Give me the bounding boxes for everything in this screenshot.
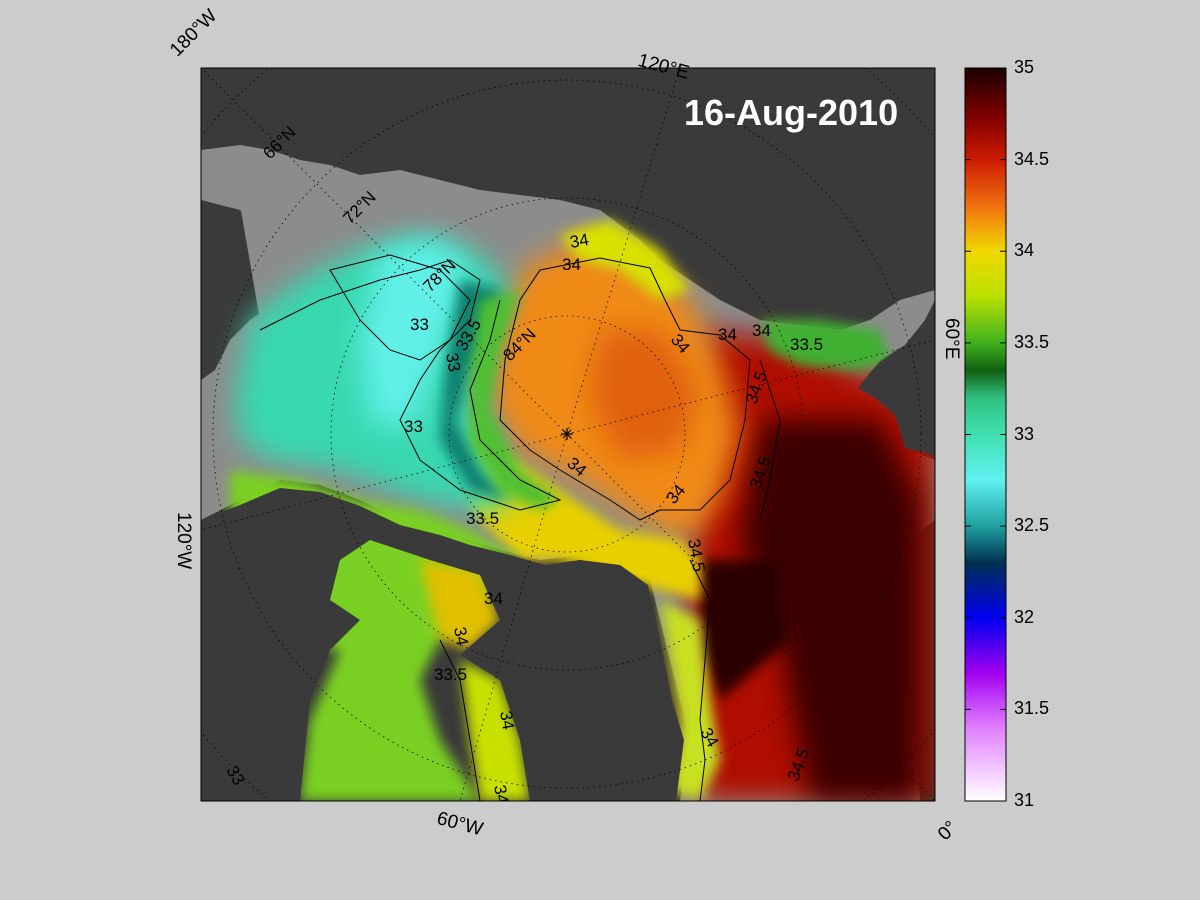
colorbar-tick-label: 32 [1014, 606, 1035, 627]
contour-label-c34-low2: 34 [450, 625, 472, 647]
contour-label-c34-low1: 34 [484, 589, 503, 608]
colorbar-gradient [964, 67, 1007, 802]
contour-label-c34-right2: 34 [718, 325, 737, 344]
contour-label-c34-low3: 34 [496, 709, 518, 731]
contour-label-c34-low5: 34 [490, 783, 512, 805]
map-title: 16-Aug-2010 [684, 92, 899, 133]
colorbar-tick-label: 31 [1014, 790, 1035, 810]
contour-label-c34-top2: 34 [562, 255, 581, 274]
salinity-field [201, 220, 935, 801]
lon-label-120w: 120°W [173, 512, 194, 570]
colorbar-tick-label: 32.5 [1014, 515, 1050, 536]
contour-label-c33-b: 33 [442, 351, 464, 373]
shelf [240, 205, 760, 340]
colorbar-tick-label: 34 [1014, 240, 1035, 261]
colorbar [964, 67, 1007, 802]
contour-label-c33-a: 33 [410, 315, 429, 334]
colorbar-tick-label: 34.5 [1014, 148, 1050, 169]
colorbar-tick-label: 31.5 [1014, 698, 1050, 719]
contour-label-c335-right: 33.5 [790, 335, 823, 354]
contour-label-c335-mid: 33.5 [466, 509, 499, 528]
contour-lines [259, 254, 781, 801]
north-pole-marker [561, 428, 573, 440]
lon-label-60e: 60°E [941, 318, 962, 360]
contour-label-c33-c: 33 [404, 417, 423, 436]
contour-label-c335-low: 33.5 [434, 665, 467, 684]
contour-label-c34-right3: 34 [752, 321, 771, 340]
colorbar-tick-label: 35 [1014, 57, 1035, 77]
contour-label-c34-top: 34 [568, 230, 590, 252]
colorbar-tick-label: 33 [1014, 423, 1035, 444]
colorbar-tick-marks [965, 67, 1006, 802]
map-frame [200, 67, 936, 802]
colorbar-tick-label: 33.5 [1014, 331, 1050, 352]
graticule [201, 68, 935, 801]
